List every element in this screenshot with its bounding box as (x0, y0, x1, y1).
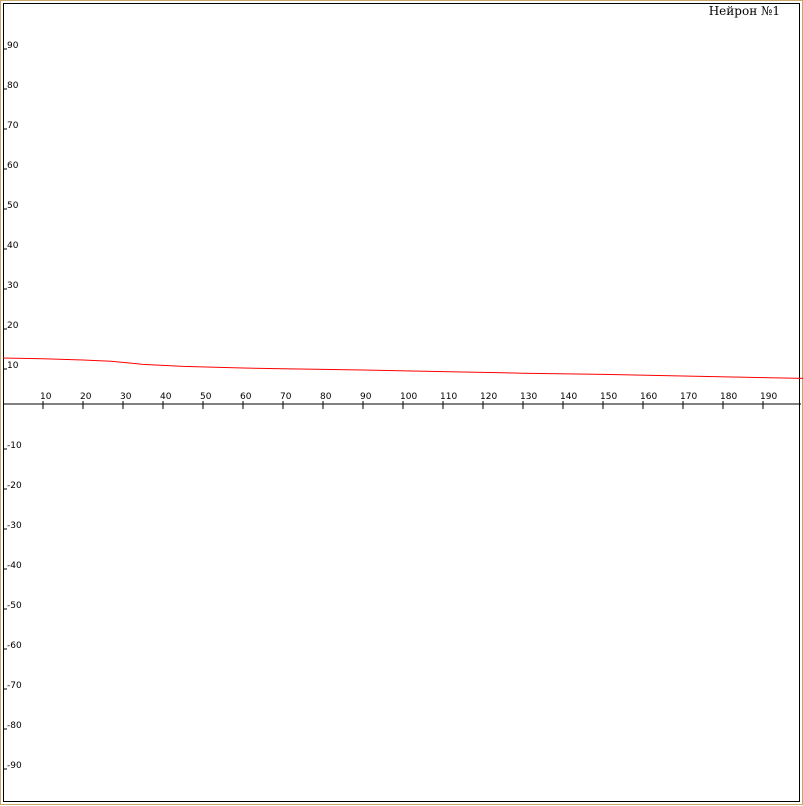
y-tick-label: -60 (7, 641, 22, 651)
x-tick-label: 90 (360, 392, 372, 402)
y-tick-label: 20 (7, 321, 19, 331)
y-tick-label: 70 (7, 121, 19, 131)
x-tick-label: 30 (120, 392, 132, 402)
y-tick-label: 30 (7, 281, 19, 291)
chart-title: Нейрон №1 (708, 4, 780, 18)
x-tick-label: 60 (240, 392, 252, 402)
x-tick-label: 80 (320, 392, 332, 402)
x-tick-label: 130 (520, 392, 537, 402)
y-tick-label: -80 (7, 721, 22, 731)
x-tick-label: 120 (480, 392, 497, 402)
y-tick-label: 10 (7, 361, 19, 371)
y-tick-label: -70 (7, 681, 22, 691)
x-tick-label: 160 (640, 392, 657, 402)
plot-area (3, 3, 800, 802)
y-tick-label: 50 (7, 201, 19, 211)
x-tick-label: 70 (280, 392, 292, 402)
x-tick-label: 180 (720, 392, 737, 402)
x-tick-label: 170 (680, 392, 697, 402)
x-tick-label: 100 (400, 392, 417, 402)
y-tick-label: -20 (7, 481, 22, 491)
x-tick-label: 20 (80, 392, 92, 402)
y-tick-label: -50 (7, 601, 22, 611)
y-tick-label: 40 (7, 241, 19, 251)
y-tick-label: 90 (7, 41, 19, 51)
y-tick-label: -90 (7, 761, 22, 771)
y-tick-label: -30 (7, 521, 22, 531)
y-tick-label: -10 (7, 441, 22, 451)
x-tick-label: 40 (160, 392, 172, 402)
y-tick-label: 80 (7, 81, 19, 91)
x-tick-label: 150 (600, 392, 617, 402)
x-tick-label: 50 (200, 392, 212, 402)
y-tick-label: -40 (7, 561, 22, 571)
x-tick-label: 190 (760, 392, 777, 402)
y-tick-label: 60 (7, 161, 19, 171)
x-tick-label: 110 (440, 392, 457, 402)
x-tick-label: 10 (40, 392, 52, 402)
series-line-1 (2, 357, 803, 379)
x-tick-label: 140 (560, 392, 577, 402)
